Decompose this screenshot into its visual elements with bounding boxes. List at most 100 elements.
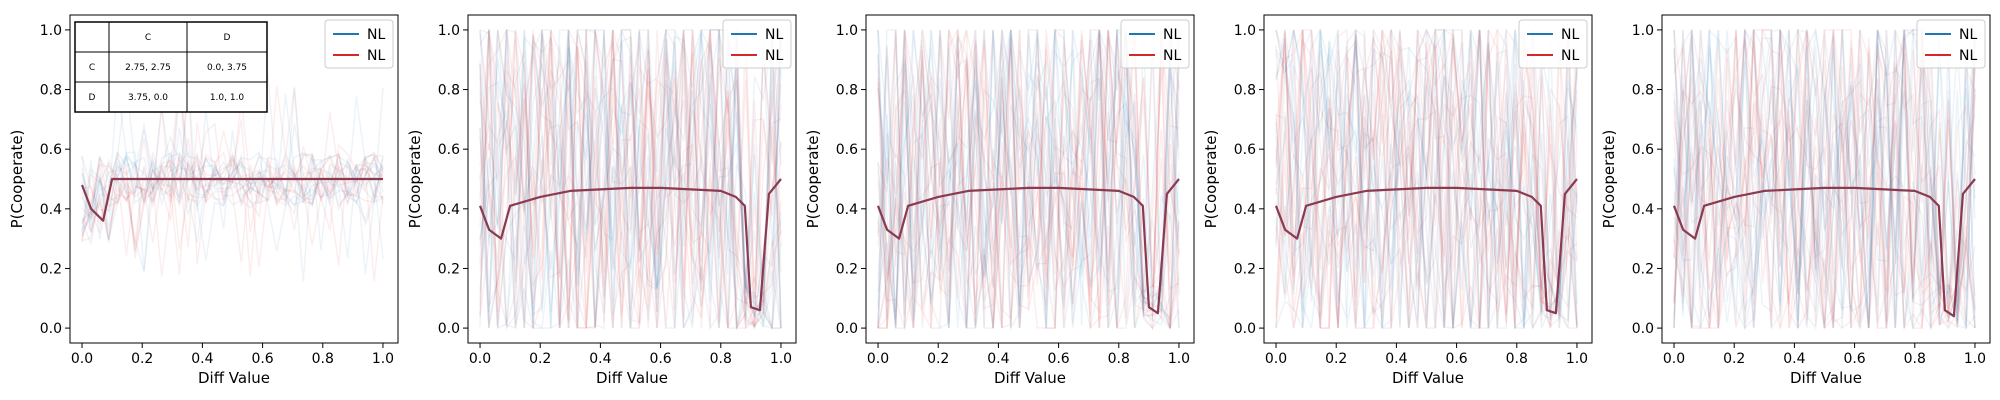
- background-trace: [81, 121, 384, 282]
- background-trace: [1673, 29, 1976, 329]
- y-axis-label: P(Cooperate): [804, 130, 822, 229]
- axes-frame: [467, 14, 797, 344]
- y-tick-label: 0.4: [1632, 202, 1654, 218]
- legend: NL NL: [1916, 19, 1986, 69]
- x-tick-label: 0.4: [987, 351, 1009, 367]
- background-trace: [479, 29, 782, 329]
- background-trace: [479, 29, 782, 330]
- chart-panel-1: 0.0 0.2 0.4 0.6 0.8 1.0 0.0 0.2 0.4 0.6 0.8 1.0 Diff…: [8, 14, 399, 387]
- y-tick-label: 0.8: [1234, 83, 1256, 99]
- y-tick-label: 0.0: [1632, 321, 1654, 337]
- x-tick-label: 0.4: [1783, 351, 1805, 367]
- background-trace: [479, 29, 782, 329]
- background-trace: [479, 29, 782, 329]
- background-trace: [1673, 43, 1976, 330]
- background-trace: [479, 29, 782, 331]
- x-tick-label: 0.2: [1723, 351, 1745, 367]
- background-trace: [877, 29, 1180, 329]
- background-trace: [81, 81, 384, 274]
- legend-label: NL: [1163, 48, 1181, 64]
- background-trace: [877, 29, 1180, 330]
- table-cell: [186, 81, 268, 113]
- mean-series-line: [1274, 178, 1578, 315]
- x-tick-label: 0.4: [1385, 351, 1407, 367]
- background-trace: [81, 134, 384, 227]
- y-tick-label: 0.2: [1234, 261, 1256, 277]
- background-trace: [1275, 29, 1578, 329]
- x-tick-label: 1.0: [770, 351, 792, 367]
- x-tick-label: 1.0: [1168, 351, 1190, 367]
- y-tick-label: 1.0: [438, 23, 460, 39]
- y-tick-label: 0.6: [438, 142, 460, 158]
- x-tick-label: 0.6: [1047, 351, 1069, 367]
- x-tick-label: 0.8: [312, 351, 334, 367]
- background-trace: [1275, 29, 1578, 329]
- background-trace: [1275, 27, 1578, 329]
- background-trace: [81, 152, 384, 240]
- payoff-table: C D C 2.75, 2.75 0.0, 3.75 D 3.75, 0.0 1.0, 1.0: [74, 21, 268, 113]
- background-traces: [876, 27, 1180, 331]
- background-trace: [479, 29, 782, 331]
- y-tick-label: 0.6: [1632, 142, 1654, 158]
- x-tick-label: 1.0: [1566, 351, 1588, 367]
- axes-frame: [1263, 14, 1593, 344]
- y-tick-label: 0.0: [438, 321, 460, 337]
- background-trace: [877, 29, 1180, 329]
- y-tick-label: 1.0: [40, 23, 62, 39]
- background-traces: [1274, 27, 1578, 331]
- y-tick-label: 0.2: [1632, 261, 1654, 277]
- y-tick-label: 0.0: [40, 321, 62, 337]
- background-trace: [1673, 29, 1976, 329]
- background-trace: [877, 29, 1180, 331]
- background-trace: [1275, 29, 1578, 329]
- background-trace: [1275, 29, 1578, 329]
- y-tick-label: 0.2: [438, 261, 460, 277]
- x-tick-label: 0.8: [710, 351, 732, 367]
- background-trace: [1673, 29, 1976, 329]
- background-trace: [479, 29, 782, 330]
- table-cell-text: D: [89, 93, 96, 103]
- background-trace: [878, 29, 1180, 329]
- background-trace: [81, 106, 384, 234]
- background-trace: [1275, 27, 1578, 329]
- table-cell-text: D: [224, 33, 231, 43]
- mean-series-line: [478, 178, 782, 312]
- background-trace: [877, 29, 1180, 329]
- x-tick-label: 0.4: [191, 351, 213, 367]
- background-trace: [877, 29, 1180, 329]
- background-trace: [479, 29, 782, 329]
- x-tick-label: 0.8: [1904, 351, 1926, 367]
- background-trace: [479, 29, 782, 330]
- background-trace: [81, 75, 384, 243]
- background-trace: [1275, 29, 1578, 329]
- background-trace: [877, 29, 1180, 329]
- background-trace: [1275, 39, 1578, 329]
- y-tick-label: 1.0: [1632, 23, 1654, 39]
- chart-panel-2: 0.0 0.2 0.4 0.6 0.8 1.0 0.0 0.2 0.4 0.6 0.8 1.0 Diff…: [406, 14, 797, 387]
- background-trace: [1275, 29, 1578, 329]
- legend: NL NL: [722, 19, 792, 69]
- background-trace: [81, 146, 384, 263]
- x-tick-label: 0.6: [1445, 351, 1467, 367]
- y-tick-label: 0.0: [836, 321, 858, 337]
- axes-frame: [1661, 14, 1991, 344]
- background-trace: [1673, 28, 1976, 329]
- y-tick-label: 0.6: [836, 142, 858, 158]
- y-tick-label: 0.6: [1234, 142, 1256, 158]
- x-tick-label: 0.8: [1506, 351, 1528, 367]
- table-cell-text: C: [89, 63, 95, 73]
- table-cell-text: 2.75, 2.75: [125, 63, 171, 73]
- background-trace: [1673, 29, 1976, 330]
- x-tick-label: 0.0: [1265, 351, 1287, 367]
- y-tick-label: 0.2: [836, 261, 858, 277]
- background-trace: [1275, 29, 1578, 329]
- y-tick-label: 0.6: [40, 142, 62, 158]
- background-trace: [1673, 29, 1976, 329]
- background-trace: [81, 74, 384, 234]
- background-trace: [877, 27, 1180, 330]
- background-trace: [1275, 29, 1578, 329]
- legend-label: NL: [1163, 27, 1181, 43]
- x-tick-label: 0.6: [649, 351, 671, 367]
- background-trace: [1673, 29, 1976, 331]
